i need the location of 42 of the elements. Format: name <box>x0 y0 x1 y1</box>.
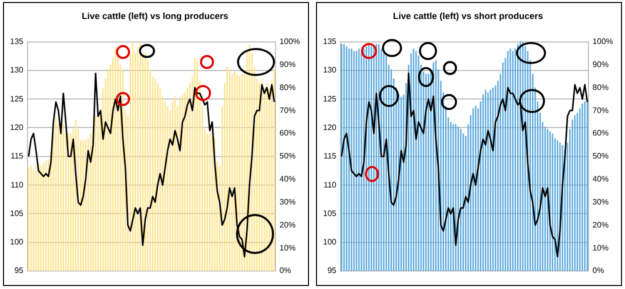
y2-tick-label: 60% <box>592 128 609 138</box>
y2-tick-label: 30% <box>592 197 609 206</box>
y-tick-label: 120 <box>10 122 24 132</box>
y-tick-label: 115 <box>324 152 337 161</box>
y2-tick-label: 100% <box>592 37 614 46</box>
y2-tick-label: 20% <box>280 220 296 230</box>
y2-tick-label: 80% <box>592 82 609 92</box>
y-tick-label: 120 <box>322 122 337 132</box>
y-tick-label: 95 <box>14 266 24 276</box>
y2-tick-label: 10% <box>592 243 609 252</box>
y2-tick-label: 40% <box>592 174 609 184</box>
y-tick-label: 110 <box>10 180 24 190</box>
chart-title: Live cattle (left) vs long producers <box>82 10 228 21</box>
y-tick-label: 105 <box>10 208 24 218</box>
y-tick-label: 100 <box>322 238 337 247</box>
chart-title: Live cattle (left) vs short producers <box>392 10 544 21</box>
y-tick-label: 130 <box>322 66 337 75</box>
y2-tick-label: 70% <box>280 106 296 115</box>
y2-tick-label: 50% <box>592 152 609 161</box>
y2-tick-label: 50% <box>280 152 296 161</box>
y2-tick-label: 0% <box>280 266 292 276</box>
y-tick-label: 135 <box>10 37 24 46</box>
y-tick-label: 115 <box>10 152 24 161</box>
y2-tick-label: 70% <box>592 106 609 115</box>
y-tick-label: 95 <box>327 266 337 276</box>
y2-tick-label: 80% <box>280 82 296 92</box>
y2-tick-label: 20% <box>592 220 609 230</box>
y-tick-label: 110 <box>324 180 337 190</box>
y2-tick-label: 60% <box>280 128 296 138</box>
y-tick-label: 135 <box>322 37 337 46</box>
y2-tick-label: 40% <box>280 174 296 184</box>
y-tick-label: 100 <box>10 238 24 247</box>
y2-tick-label: 10% <box>280 243 296 252</box>
y2-tick-label: 90% <box>280 60 296 69</box>
y-tick-label: 105 <box>322 208 337 218</box>
y-tick-label: 125 <box>322 94 337 104</box>
y-tick-label: 125 <box>10 94 24 104</box>
y2-tick-label: 0% <box>592 266 604 276</box>
y2-tick-label: 30% <box>280 197 296 206</box>
y2-tick-label: 90% <box>592 60 609 69</box>
y-tick-label: 130 <box>10 66 24 75</box>
y2-tick-label: 100% <box>280 37 300 46</box>
